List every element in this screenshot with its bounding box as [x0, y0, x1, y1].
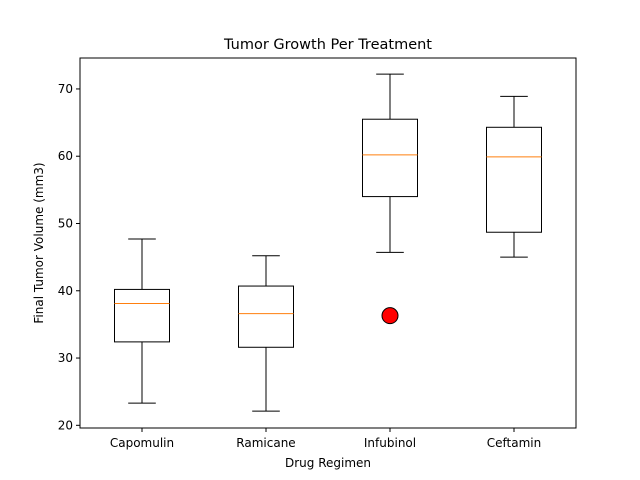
box-capomulin	[114, 288, 170, 343]
plot-frame	[79, 57, 577, 429]
y-tick-label: 70	[58, 82, 73, 96]
y-tick-label: 30	[58, 351, 73, 365]
y-axis-label: Final Tumor Volume (mm3)	[32, 162, 46, 323]
plot-area: 20 30 40 50 60 70 Capomulin Ramicane Infubinol Ce…	[58, 73, 542, 450]
y-tick-label: 50	[58, 216, 73, 230]
x-axis-label: Drug Regimen	[285, 456, 371, 470]
x-tick-label-ceftamin: Ceftamin	[487, 436, 541, 450]
box-ramicane	[238, 285, 294, 348]
box-ceftamin	[486, 126, 542, 233]
y-tick-label: 60	[58, 149, 73, 163]
x-tick-label-ramicane: Ramicane	[236, 436, 295, 450]
outlier-point-infubinol	[381, 307, 399, 325]
chart-title: Tumor Growth Per Treatment	[223, 37, 432, 53]
y-tick-label: 40	[58, 284, 73, 298]
x-tick-label-capomulin: Capomulin	[110, 436, 174, 450]
y-tick-label: 20	[58, 418, 73, 432]
box-infubinol	[362, 118, 418, 198]
x-tick-label-infubinol: Infubinol	[364, 436, 416, 450]
